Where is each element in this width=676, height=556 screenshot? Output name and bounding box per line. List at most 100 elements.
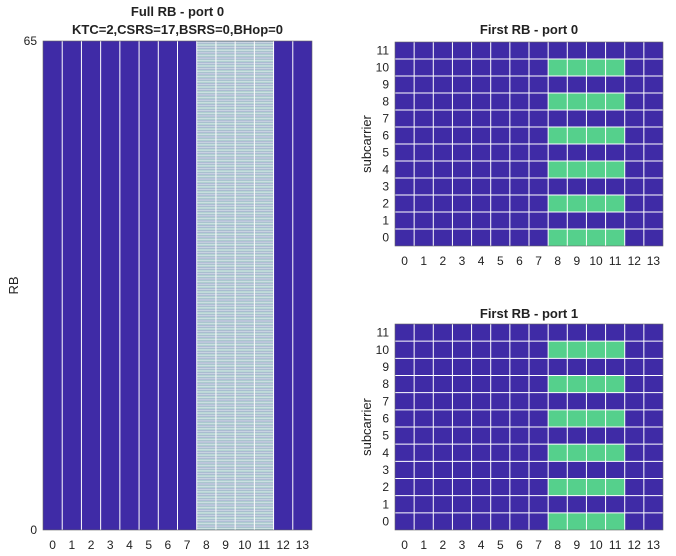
active-cell	[567, 93, 587, 110]
active-cell	[586, 127, 606, 144]
y-tick-label: 11	[377, 44, 390, 58]
active-cell	[605, 375, 625, 393]
active-cell	[605, 59, 625, 76]
x-tick-label: 6	[516, 254, 523, 268]
y-tick-label: 8	[382, 95, 389, 109]
x-tick-label: 11	[609, 254, 622, 268]
active-cell	[605, 341, 625, 359]
x-tick-label: 8	[203, 538, 210, 552]
y-tick-label: 10	[376, 61, 390, 75]
x-tick-label: 13	[647, 254, 661, 268]
plot-frame	[394, 323, 664, 531]
plot-frame	[42, 40, 313, 531]
y-tick-label: 0	[382, 514, 389, 528]
x-tick-label: 0	[401, 538, 408, 552]
y-tick-label: 4	[382, 446, 389, 460]
active-cell	[586, 229, 606, 246]
first-rb-panel-1: 0 1 2 3 4 5 6 7 8 9 10 11 12 1301234567891011subcarri…	[359, 22, 664, 268]
y-tick-label: 7	[382, 394, 389, 408]
active-cell	[548, 444, 568, 462]
active-cell	[586, 444, 606, 462]
active-cell	[567, 161, 587, 178]
active-cell	[586, 375, 606, 393]
active-cell	[586, 341, 606, 359]
x-tick-label: 1	[420, 538, 427, 552]
active-cell	[548, 161, 568, 178]
active-cell	[567, 444, 587, 462]
x-tick-label: 2	[88, 538, 95, 552]
active-cell	[548, 93, 568, 110]
x-tick-label: 7	[535, 538, 542, 552]
active-cell	[548, 478, 568, 496]
active-cell	[548, 59, 568, 76]
x-tick-label: 2	[440, 254, 447, 268]
y-tick-label: 11	[377, 326, 390, 340]
active-cell	[548, 341, 568, 359]
x-tick-label: 4	[126, 538, 133, 552]
active-cell	[586, 161, 606, 178]
y-axis-label: subcarrier	[359, 114, 374, 172]
x-tick-label: 6	[165, 538, 172, 552]
active-cell	[605, 409, 625, 427]
active-cell	[586, 59, 606, 76]
y-axis-label: RB	[6, 276, 21, 294]
active-cell	[567, 341, 587, 359]
x-tick-label: 9	[222, 538, 229, 552]
y-tick-label: 9	[382, 78, 389, 92]
active-cell	[548, 127, 568, 144]
y-axis-label: subcarrier	[359, 397, 374, 455]
active-cell	[548, 409, 568, 427]
y-tick-label: 2	[382, 480, 389, 494]
x-tick-label: 5	[497, 254, 504, 268]
active-cell	[548, 512, 568, 530]
y-tick-label: 10	[376, 343, 390, 357]
chart-title: Full RB - port 0	[131, 4, 224, 19]
active-cell	[567, 409, 587, 427]
x-tick-label: 7	[535, 254, 542, 268]
x-tick-label: 11	[258, 538, 271, 552]
y-tick-label: 7	[382, 112, 389, 126]
y-tick-label: 0	[30, 523, 37, 537]
x-tick-label: 3	[107, 538, 114, 552]
x-tick-label: 10	[589, 538, 603, 552]
active-cell	[586, 478, 606, 496]
chart-subtitle: KTC=2,CSRS=17,BSRS=0,BHop=0	[72, 22, 283, 37]
x-tick-label: 11	[609, 538, 622, 552]
y-tick-label: 2	[382, 197, 389, 211]
active-cell	[605, 444, 625, 462]
y-tick-label: 5	[382, 146, 389, 160]
active-cell	[605, 161, 625, 178]
active-cell	[548, 229, 568, 246]
y-tick-label: 8	[382, 377, 389, 391]
active-cell	[586, 512, 606, 530]
x-tick-label: 9	[574, 538, 581, 552]
active-cell	[605, 478, 625, 496]
active-cell	[605, 195, 625, 212]
y-tick-label: 5	[382, 429, 389, 443]
y-tick-label: 3	[382, 463, 389, 477]
first-rb-panel-2: 0 1 2 3 4 5 6 7 8 9 10 11 12 1301234567891011subcarri…	[359, 306, 664, 552]
active-cell	[548, 375, 568, 393]
active-cell	[567, 478, 587, 496]
x-tick-label: 13	[647, 538, 661, 552]
x-tick-label: 10	[238, 538, 252, 552]
active-cell	[567, 195, 587, 212]
y-tick-label: 9	[382, 360, 389, 374]
active-cell	[586, 409, 606, 427]
active-cell	[586, 195, 606, 212]
active-cell	[567, 512, 587, 530]
y-tick-label: 1	[382, 214, 389, 228]
active-cell	[605, 512, 625, 530]
y-tick-label: 3	[382, 180, 389, 194]
x-tick-label: 0	[49, 538, 56, 552]
active-cell	[548, 195, 568, 212]
x-tick-label: 3	[459, 254, 466, 268]
chart-title: First RB - port 0	[480, 22, 578, 37]
x-tick-label: 6	[516, 538, 523, 552]
y-tick-label: 65	[24, 34, 38, 48]
x-tick-label: 8	[554, 254, 561, 268]
active-cell	[567, 229, 587, 246]
x-tick-label: 12	[276, 538, 290, 552]
y-tick-label: 6	[382, 129, 389, 143]
x-tick-label: 12	[628, 538, 642, 552]
